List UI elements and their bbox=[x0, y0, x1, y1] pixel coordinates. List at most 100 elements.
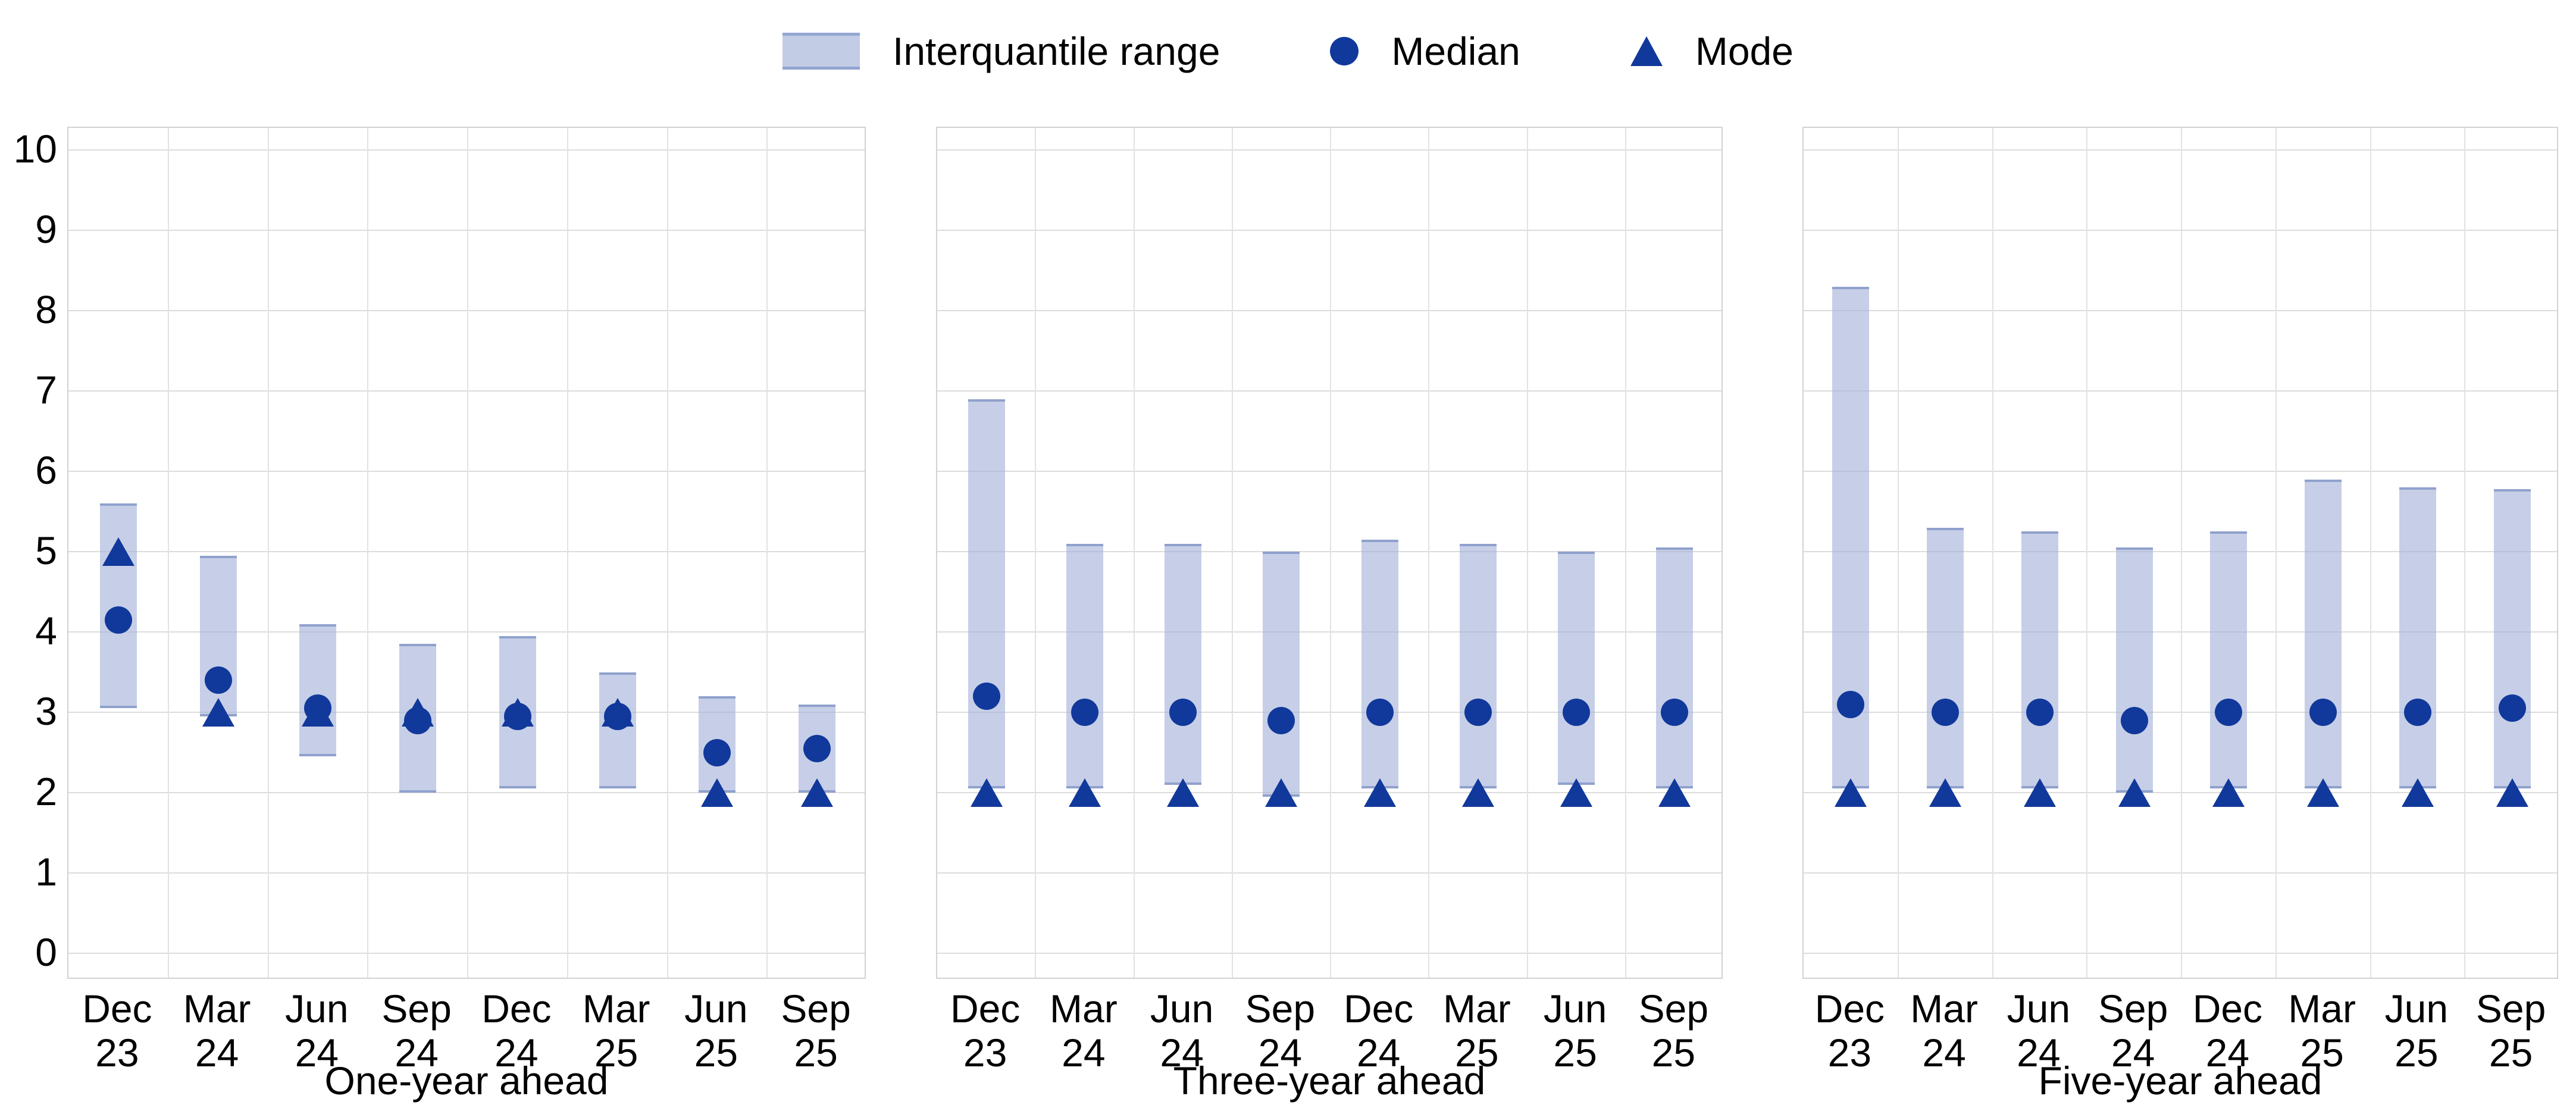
x-tick-month: Dec bbox=[82, 987, 152, 1031]
x-tick-year: 23 bbox=[1827, 1031, 1872, 1075]
v-gridline bbox=[1625, 128, 1626, 978]
x-tick-label: Dec 24 bbox=[467, 987, 566, 1075]
h-gridline bbox=[1804, 390, 2557, 392]
y-tick-label: 4 bbox=[35, 609, 57, 653]
x-tick-month: Sep bbox=[1638, 987, 1709, 1031]
x-tick-month: Sep bbox=[1245, 987, 1316, 1031]
h-gridline bbox=[68, 230, 865, 231]
x-tick-label: Jun 25 bbox=[2370, 987, 2464, 1075]
h-gridline bbox=[68, 953, 865, 954]
iqr-bar bbox=[1361, 539, 1398, 789]
y-tick-label: 0 bbox=[35, 930, 57, 974]
x-tick-year: 24 bbox=[195, 1031, 239, 1075]
h-gridline bbox=[68, 712, 865, 713]
v-gridline bbox=[1035, 128, 1037, 978]
mode-triangle-icon bbox=[1630, 36, 1663, 66]
h-gridline bbox=[1804, 631, 2557, 633]
mode-triangle bbox=[1167, 778, 1200, 807]
x-tick-label: Jun 24 bbox=[267, 987, 367, 1075]
median-dot bbox=[404, 706, 432, 734]
x-tick-year: 23 bbox=[963, 1031, 1007, 1075]
v-gridline bbox=[1133, 128, 1135, 978]
x-tick-year: 25 bbox=[1455, 1031, 1499, 1075]
mode-triangle bbox=[1929, 778, 1962, 807]
v-gridline bbox=[2181, 128, 2182, 978]
h-gridline bbox=[1804, 712, 2557, 713]
x-tick-label: Jun 25 bbox=[1526, 987, 1625, 1075]
x-tick-year: 24 bbox=[1922, 1031, 1966, 1075]
median-dot bbox=[2309, 699, 2337, 726]
y-tick-label: 2 bbox=[35, 769, 57, 813]
legend-item-interquantile-range: Interquantile range bbox=[782, 29, 1220, 74]
x-tick-label: Sep 25 bbox=[2464, 987, 2558, 1075]
median-dot bbox=[1661, 699, 1689, 726]
x-tick-month: Sep bbox=[2475, 987, 2546, 1031]
x-tick-label: Jun 24 bbox=[1133, 987, 1231, 1075]
h-gridline bbox=[68, 631, 865, 633]
h-gridline bbox=[937, 712, 1721, 713]
iqr-bar bbox=[2493, 489, 2531, 789]
h-gridline bbox=[937, 631, 1721, 633]
x-tick-year: 25 bbox=[2395, 1031, 2439, 1075]
y-tick-label: 8 bbox=[35, 287, 57, 331]
median-dot bbox=[603, 702, 631, 730]
mode-triangle bbox=[2212, 778, 2245, 807]
mode-triangle bbox=[2307, 778, 2340, 807]
median-dot bbox=[803, 734, 831, 762]
x-tick-month: Mar bbox=[183, 987, 251, 1031]
x-tick-month: Dec bbox=[1343, 987, 1414, 1031]
v-gridline bbox=[1897, 128, 1899, 978]
median-dot bbox=[204, 666, 232, 694]
v-gridline bbox=[467, 128, 468, 978]
x-tick-label: Sep 24 bbox=[2086, 987, 2180, 1075]
x-tick-year: 25 bbox=[794, 1031, 838, 1075]
x-tick-month: Mar bbox=[1910, 987, 1978, 1031]
median-dot bbox=[1169, 699, 1197, 726]
h-gridline bbox=[1804, 310, 2557, 311]
mode-triangle bbox=[1363, 778, 1396, 807]
iqr-bar bbox=[968, 399, 1005, 789]
h-gridline bbox=[937, 551, 1721, 552]
v-gridline bbox=[766, 128, 768, 978]
h-gridline bbox=[1804, 953, 2557, 954]
h-gridline bbox=[937, 792, 1721, 793]
x-tick-label: Sep 25 bbox=[766, 987, 866, 1075]
x-tick-label: Mar 25 bbox=[2275, 987, 2370, 1075]
y-tick-label: 1 bbox=[35, 850, 57, 894]
x-tick-year: 25 bbox=[2489, 1031, 2533, 1075]
v-gridline bbox=[2370, 128, 2371, 978]
x-axis-title: Three-year ahead bbox=[1173, 1059, 1486, 1103]
x-tick-label: Dec 24 bbox=[1329, 987, 1428, 1075]
x-tick-month: Dec bbox=[950, 987, 1021, 1031]
h-gridline bbox=[937, 230, 1721, 231]
iqr-bar bbox=[2021, 531, 2058, 789]
h-gridline bbox=[937, 471, 1721, 472]
legend-label: Mode bbox=[1695, 29, 1794, 73]
iqr-bar bbox=[1927, 527, 1964, 789]
legend-item-mode: Mode bbox=[1630, 29, 1794, 74]
median-dot bbox=[703, 738, 731, 766]
iqr-bar bbox=[2115, 547, 2153, 793]
y-tick-label: 3 bbox=[35, 689, 57, 733]
mode-triangle bbox=[701, 778, 734, 807]
v-gridline bbox=[1992, 128, 1993, 978]
x-tick-month: Jun bbox=[285, 987, 349, 1031]
median-dot bbox=[1071, 699, 1098, 726]
x-tick-month: Mar bbox=[582, 987, 650, 1031]
h-gridline bbox=[68, 471, 865, 472]
iqr-bar bbox=[599, 672, 636, 789]
median-dot bbox=[2498, 694, 2526, 722]
x-tick-label: Mar 24 bbox=[1034, 987, 1132, 1075]
v-gridline bbox=[666, 128, 668, 978]
x-tick-year: 24 bbox=[395, 1031, 439, 1075]
median-dot bbox=[104, 606, 132, 634]
y-tick-label: 10 bbox=[13, 127, 57, 171]
x-axis-title: One-year ahead bbox=[324, 1059, 609, 1103]
v-gridline bbox=[566, 128, 568, 978]
median-dot bbox=[304, 694, 332, 722]
mode-triangle bbox=[202, 698, 234, 727]
x-tick-month: Mar bbox=[2288, 987, 2356, 1031]
median-dot bbox=[503, 702, 531, 730]
h-gridline bbox=[1804, 149, 2557, 151]
x-tick-month: Jun bbox=[1543, 987, 1607, 1031]
